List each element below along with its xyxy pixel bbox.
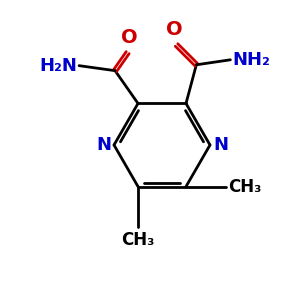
Text: CH₃: CH₃ xyxy=(228,178,261,196)
Text: N: N xyxy=(213,136,228,154)
Text: O: O xyxy=(166,20,183,39)
Text: N: N xyxy=(96,136,111,154)
Text: CH₃: CH₃ xyxy=(121,231,155,249)
Text: O: O xyxy=(122,28,138,46)
Text: NH₂: NH₂ xyxy=(232,51,270,69)
Text: H₂N: H₂N xyxy=(39,57,77,75)
